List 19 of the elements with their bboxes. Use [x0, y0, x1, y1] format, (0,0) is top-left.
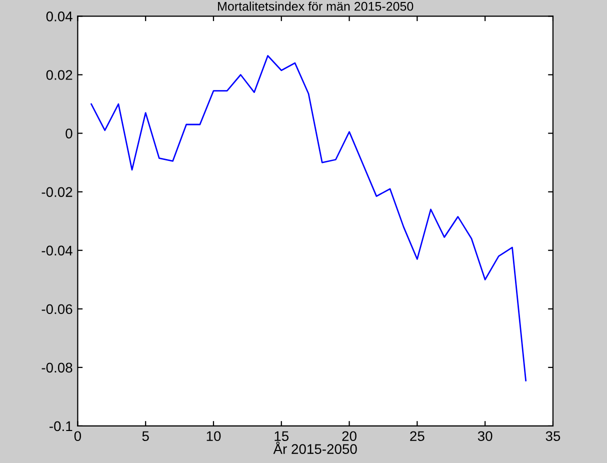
x-tick-label: 5 — [142, 431, 149, 442]
y-tick-label: -0.08 — [42, 362, 72, 373]
y-tick-label: 0.02 — [46, 70, 72, 80]
x-tick-label: 0 — [74, 431, 82, 442]
x-axis-title: År 2015-2050 — [273, 442, 357, 454]
x-tick-label: 20 — [342, 431, 356, 442]
x-tick-label: 10 — [206, 431, 221, 442]
y-tick-label: -0.1 — [50, 421, 72, 432]
x-tick-label: 25 — [410, 431, 424, 442]
y-tick-label: 0.04 — [46, 12, 72, 22]
y-tick-label: -0.04 — [42, 246, 72, 256]
y-tick-label: 0 — [66, 128, 72, 138]
line-series — [90, 55, 527, 382]
chart-title: Mortalitetsindex för män 2015-2050 — [218, 2, 414, 11]
x-tick-label: 30 — [478, 431, 492, 442]
x-tick-label: 35 — [546, 431, 560, 442]
y-tick-label: -0.02 — [42, 187, 72, 197]
x-tick-label: 15 — [274, 431, 289, 442]
y-tick-label: -0.06 — [42, 304, 72, 314]
